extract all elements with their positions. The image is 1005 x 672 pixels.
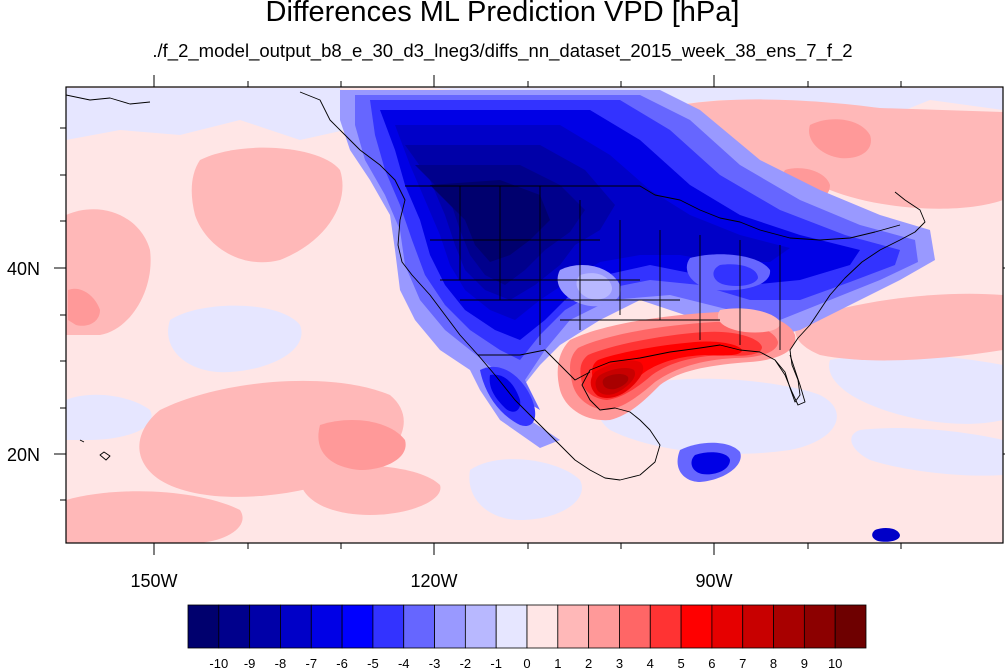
- colorbar-label: -6: [336, 656, 348, 671]
- hawaii: [79, 439, 111, 461]
- alaska-coast: [66, 94, 151, 105]
- colorbar-label: 4: [647, 656, 654, 671]
- colorbar-label: 9: [801, 656, 808, 671]
- lat-label-40n: 40N: [7, 259, 40, 279]
- colorbar-box: [834, 604, 867, 649]
- colorbar-box: [742, 604, 774, 649]
- state-lines-1: [459, 186, 781, 350]
- colorbar-label: 10: [828, 656, 842, 671]
- colorbar-label: -4: [398, 656, 410, 671]
- colorbar-label: -9: [244, 656, 256, 671]
- colorbar-box: [434, 604, 466, 649]
- colorbar-box: [619, 604, 651, 649]
- coastlines: [66, 91, 926, 481]
- colorbar-box: [711, 604, 744, 649]
- colorbar-label: 6: [708, 656, 715, 671]
- colorbar-box: [803, 604, 836, 649]
- lat-label-20n: 20N: [7, 445, 40, 465]
- north-america-coastline: [299, 91, 926, 481]
- colorbar-label: 1: [554, 656, 561, 671]
- colorbar-box: [588, 604, 620, 649]
- colorbar-box: [649, 604, 682, 649]
- colorbar-box: [280, 604, 312, 649]
- colorbar-box: [403, 604, 435, 649]
- colorbar-label: -2: [460, 656, 472, 671]
- colorbar-box: [680, 604, 713, 649]
- contour-field: [66, 87, 1003, 543]
- colorbar-box: [249, 604, 281, 649]
- colorbar-box: [341, 604, 374, 649]
- us-canada-border: [405, 185, 901, 241]
- colorbar: [187, 604, 867, 649]
- colorbar-label: -3: [429, 656, 441, 671]
- colorbar-label: 8: [770, 656, 777, 671]
- map-subtitle: ./f_2_model_output_b8_e_30_d3_lneg3/diff…: [152, 40, 853, 61]
- caribbean-negative-patch: [677, 442, 900, 542]
- colorbar-box: [372, 604, 405, 649]
- colorbar-label: -1: [490, 656, 502, 671]
- colorbar-box: [187, 604, 220, 649]
- lon-label-120w: 120W: [410, 571, 457, 591]
- axis-ticks: [54, 75, 1005, 555]
- lon-label-90w: 90W: [695, 571, 732, 591]
- colorbar-box: [773, 604, 805, 649]
- colorbar-label: -10: [209, 656, 228, 671]
- lon-label-150w: 150W: [130, 571, 177, 591]
- state-lines-2: [430, 239, 720, 321]
- us-mexico-border: [478, 349, 591, 381]
- colorbar-box: [310, 604, 343, 649]
- colorbar-label: 0: [523, 656, 530, 671]
- colorbar-box: [557, 604, 590, 649]
- florida: [774, 354, 806, 406]
- colorbar-box: [464, 604, 497, 649]
- colorbar-label: -5: [367, 656, 379, 671]
- colorbar-label: 2: [585, 656, 592, 671]
- strong-positive-region: [557, 308, 796, 421]
- colorbar-labels: -10 -9 -8 -7 -6 -5 -4 -3 -2 -1 0 1 2 3 4 5 6 7 8 9 10: [209, 656, 842, 671]
- colorbar-label: -7: [305, 656, 317, 671]
- colorbar-label: 7: [739, 656, 746, 671]
- colorbar-box: [218, 604, 251, 649]
- colorbar-label: 5: [677, 656, 684, 671]
- colorbar-box: [526, 604, 559, 649]
- colorbar-label: -8: [275, 656, 287, 671]
- colorbar-label: 3: [616, 656, 623, 671]
- map-title: Differences ML Prediction VPD [hPa]: [265, 0, 740, 28]
- colorbar-box: [495, 604, 528, 649]
